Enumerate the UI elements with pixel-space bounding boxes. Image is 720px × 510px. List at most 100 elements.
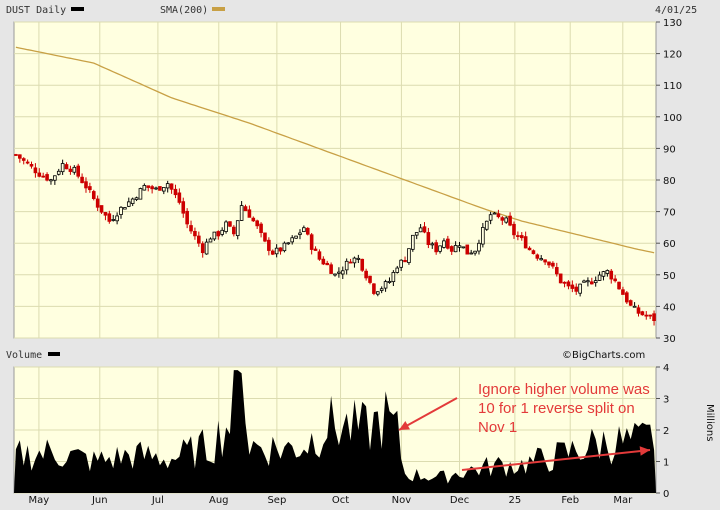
price-tick-label: 120 — [663, 50, 682, 61]
candle-body — [601, 271, 606, 277]
candle-body — [111, 219, 116, 221]
candle-body — [224, 221, 228, 232]
candle-body — [527, 247, 532, 251]
candle-body — [161, 187, 166, 192]
candle-body — [165, 183, 170, 189]
candle-body — [181, 201, 186, 214]
candle-body — [613, 278, 617, 282]
split-arrow-head — [399, 421, 410, 430]
candle-body — [247, 209, 252, 218]
candle-body — [313, 248, 318, 251]
candle-body — [648, 314, 652, 317]
candle-body — [130, 198, 135, 204]
candle-body — [263, 232, 267, 242]
candle-body — [173, 188, 178, 196]
candle-body — [640, 311, 645, 316]
candle-body — [434, 242, 438, 253]
candle-body — [41, 175, 45, 178]
candle-body — [621, 289, 625, 295]
candle-body — [321, 258, 326, 265]
candle-body — [364, 270, 368, 279]
candle-body — [14, 154, 18, 156]
candle-body — [442, 240, 446, 248]
volume-tick-label: 0 — [663, 489, 669, 500]
candle-body — [255, 220, 259, 227]
candle-body — [632, 305, 637, 308]
month-axis: May Jun Jul Aug Sep Oct Nov Dec 25 Feb Mar — [29, 495, 634, 506]
candle-body — [337, 271, 341, 274]
symbol-legend-swatch — [71, 7, 84, 11]
candle-body — [169, 183, 174, 190]
candle-body — [309, 234, 314, 250]
price-tick-label: 50 — [663, 271, 676, 282]
candle-body — [488, 214, 493, 221]
volume-tick-label: 1 — [663, 458, 669, 469]
candle-body — [325, 262, 330, 266]
candle-body — [360, 258, 365, 271]
candle-body — [570, 284, 575, 289]
candle-body — [352, 257, 357, 264]
candle-body — [508, 215, 512, 226]
price-tick-label: 130 — [663, 18, 682, 29]
candle-body — [414, 232, 419, 236]
candle-body — [208, 238, 213, 243]
candle-body — [64, 164, 69, 170]
candle-body — [189, 225, 193, 232]
annotation-line-3: Nov 1 — [478, 419, 517, 436]
candle-body — [18, 154, 22, 159]
annotation-line-1: Ignore higher volume was — [478, 381, 650, 398]
candle-body — [547, 261, 551, 266]
volume-legend-swatch — [48, 352, 60, 356]
candle-body — [200, 243, 205, 254]
candle-body — [197, 235, 201, 244]
candle-body — [270, 250, 275, 255]
candle-body — [56, 170, 61, 175]
candle-body — [457, 245, 462, 248]
candle-body — [411, 234, 415, 250]
candle-body — [243, 206, 248, 212]
candle-body — [403, 259, 407, 263]
candle-body — [582, 280, 586, 283]
candle-body — [395, 267, 400, 273]
candle-body — [216, 231, 221, 237]
month-label: Jun — [91, 495, 108, 506]
candle-body — [539, 258, 544, 261]
candle-body — [516, 235, 520, 237]
price-tick-label: 100 — [663, 113, 682, 124]
price-tick-label: 90 — [663, 144, 676, 155]
volume-tick-label: 4 — [663, 363, 669, 374]
candle-body — [33, 167, 38, 174]
price-tick-label: 80 — [663, 176, 676, 187]
candle-body — [469, 252, 473, 255]
candle-body — [103, 211, 108, 216]
candle-body — [91, 191, 96, 199]
candle-body — [45, 174, 49, 181]
candle-body — [590, 281, 594, 285]
price-tick-label: 60 — [663, 239, 676, 250]
candle-body — [535, 254, 540, 259]
candle-body — [37, 172, 42, 177]
candle-body — [251, 217, 256, 222]
volume-layer — [14, 370, 656, 493]
candle-body — [597, 274, 602, 281]
candle-body — [407, 248, 411, 263]
candle-body — [344, 260, 349, 271]
candle-body — [551, 262, 555, 267]
candle-body — [298, 232, 302, 235]
price-axis: 30 40 50 60 70 80 90 100 110 120 130 — [656, 18, 682, 345]
candle-body — [399, 259, 403, 268]
candle-body — [609, 270, 614, 280]
volume-tick-label: 3 — [663, 395, 669, 406]
candle-body — [99, 205, 104, 213]
candle-body — [193, 230, 197, 237]
price-tick-label: 40 — [663, 302, 676, 313]
candle-body — [134, 197, 139, 200]
candle-body — [481, 227, 485, 245]
candle-body — [628, 300, 633, 306]
candle-body — [356, 257, 361, 260]
volume-tick-label: 2 — [663, 426, 669, 437]
sma-layer — [15, 46, 655, 254]
candle-body — [625, 292, 629, 303]
candle-body — [84, 181, 88, 189]
